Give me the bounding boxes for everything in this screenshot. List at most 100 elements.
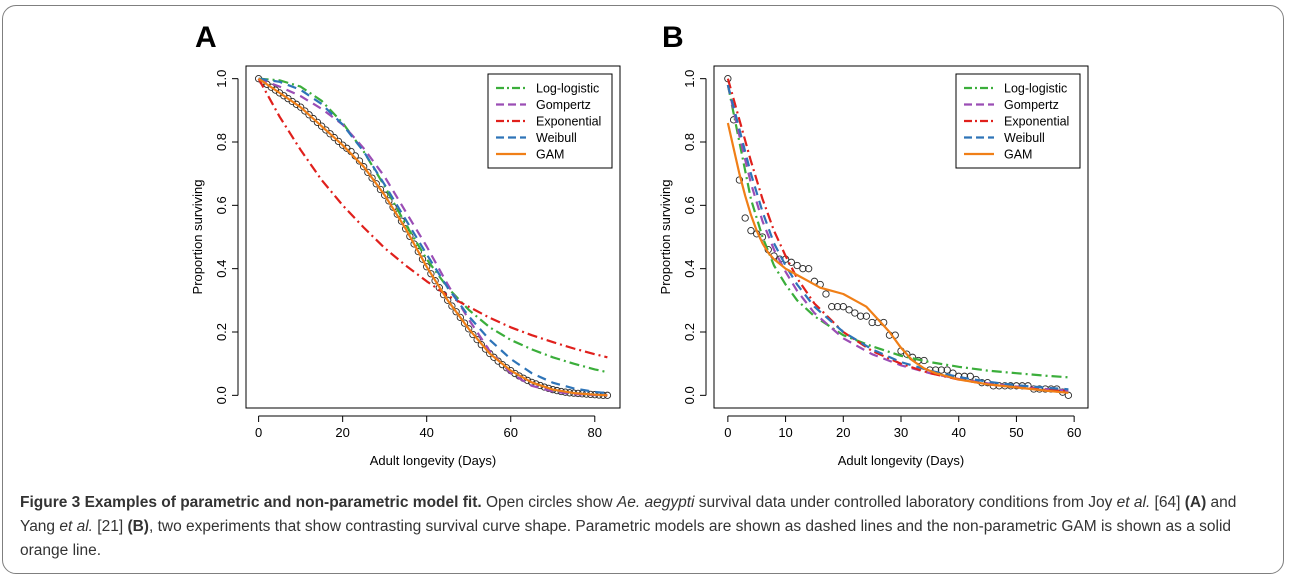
data-point: [376, 185, 385, 194]
panel-b-plot: 0 10 20 30 40 50 60 0.0 0.2 0.4 0.6 0.8 1.0 Adult lon…: [658, 65, 1089, 468]
figure-plots: A 0 20 40 60 80 0.0 0.2 0.4 0.6 0.8 1.0 Adult longe…: [190, 21, 1089, 468]
data-point: [296, 103, 305, 111]
panel-a-label: A: [195, 21, 217, 54]
series-line-log-logistic: [726, 84, 1069, 379]
figure-frame: [2, 5, 1284, 574]
legend-label: Log-logistic: [1004, 82, 1067, 96]
data-point: [448, 302, 456, 310]
data-point: [465, 325, 473, 333]
data-point: [937, 366, 946, 374]
data-point: [444, 296, 452, 304]
x-tick-label: 60: [1067, 425, 1081, 440]
y-axis-title: Proportion surviving: [658, 180, 673, 295]
data-point: [741, 214, 749, 222]
y-tick-label: 0.2: [682, 323, 697, 341]
data-point: [355, 157, 364, 165]
y-tick-label: 0.6: [214, 196, 229, 214]
legend-label: Weibull: [1004, 131, 1045, 145]
x-tick-label: 0: [724, 425, 731, 440]
data-point: [364, 168, 372, 177]
series-line-log-logistic: [258, 77, 608, 374]
data-point: [305, 111, 313, 119]
data-point: [330, 133, 338, 142]
data-point: [301, 107, 309, 115]
x-tick-label: 50: [1009, 425, 1023, 440]
data-point: [385, 197, 393, 205]
figure-caption: Figure 3 Examples of parametric and non-…: [20, 491, 1270, 563]
x-axis-title: Adult longevity (Days): [370, 453, 496, 468]
caption-segment: et al.: [59, 518, 93, 535]
x-tick-label: 40: [419, 425, 433, 440]
data-point: [427, 270, 435, 278]
legend-label: Gompertz: [536, 98, 591, 112]
data-point: [966, 372, 974, 380]
data-point: [456, 313, 464, 322]
y-axis-title: Proportion surviving: [190, 180, 205, 295]
data-point: [460, 319, 469, 327]
x-tick-label: 30: [894, 425, 908, 440]
data-point: [805, 265, 813, 273]
series-line-gam: [257, 77, 608, 397]
caption-title: Figure 3 Examples of parametric and non-…: [20, 494, 482, 511]
x-tick-label: 20: [836, 425, 850, 440]
legend-label: Weibull: [536, 131, 577, 145]
y-tick-label: 0.0: [682, 386, 697, 404]
data-point: [473, 335, 481, 344]
data-point: [793, 261, 801, 270]
legend-label: GAM: [1004, 148, 1032, 162]
series-line-gam: [726, 122, 1069, 394]
panel-a: A 0 20 40 60 80 0.0 0.2 0.4 0.6 0.8 1.0 Adult longe…: [190, 21, 621, 468]
data-point: [452, 308, 460, 316]
caption-segment: survival data under controlled laborator…: [694, 494, 1117, 511]
y-tick-label: 1.0: [682, 70, 697, 88]
legend: Log-logistic Gompertz Exponential Weibull GA…: [487, 73, 613, 169]
x-tick-label: 0: [255, 425, 262, 440]
y-tick-label: 1.0: [214, 70, 229, 88]
legend-label: Log-logistic: [536, 82, 599, 96]
legend-label: Exponential: [1004, 115, 1069, 129]
x-tick-label: 10: [778, 425, 792, 440]
data-point: [833, 303, 842, 311]
x-tick-label: 80: [588, 425, 602, 440]
caption-segment: Ae. aegypti: [616, 494, 695, 511]
data-point: [469, 330, 477, 339]
data-point: [839, 303, 847, 311]
data-point: [334, 137, 343, 146]
data-point: [856, 312, 865, 320]
caption-segment: [21]: [92, 518, 128, 535]
y-tick-label: 0.8: [682, 133, 697, 151]
data-point: [431, 277, 439, 285]
legend: Log-logistic Gompertz Exponential Weibull GA…: [955, 73, 1081, 169]
caption-segment: (B): [127, 518, 149, 535]
data-point: [368, 174, 376, 182]
data-point: [477, 341, 485, 349]
x-axis-title: Adult longevity (Days): [838, 453, 964, 468]
y-tick-label: 0.4: [214, 260, 229, 278]
data-point: [799, 265, 807, 273]
plot-area-box: [245, 65, 621, 409]
legend-label: GAM: [536, 148, 564, 162]
data-point: [903, 350, 911, 358]
data-point: [309, 114, 317, 123]
data-point: [423, 263, 431, 271]
data-point: [381, 191, 389, 199]
data-point: [868, 318, 876, 327]
legend-label: Gompertz: [1004, 98, 1059, 112]
panel-b-label: B: [662, 21, 684, 54]
series-line-weibull: [258, 77, 608, 395]
data-point: [313, 118, 322, 127]
caption-segment: and Yang: [20, 494, 1237, 535]
series-line-gompertz: [726, 84, 1069, 392]
data-point: [851, 309, 859, 317]
data-point: [845, 306, 853, 314]
x-tick-label: 20: [335, 425, 349, 440]
x-tick-label: 40: [951, 425, 965, 440]
data-point: [326, 130, 334, 138]
caption-segment: (A): [1184, 494, 1207, 511]
panel-b: B 0 10 20 30 40 50 60 0.0 0.2 0.4 0.6 0.8 1.0 Adult l…: [658, 21, 1089, 468]
y-tick-label: 0.4: [682, 260, 697, 278]
caption-segment: et al.: [1116, 494, 1151, 511]
data-point: [372, 180, 380, 188]
data-point: [418, 255, 427, 263]
legend-label: Exponential: [536, 115, 601, 129]
